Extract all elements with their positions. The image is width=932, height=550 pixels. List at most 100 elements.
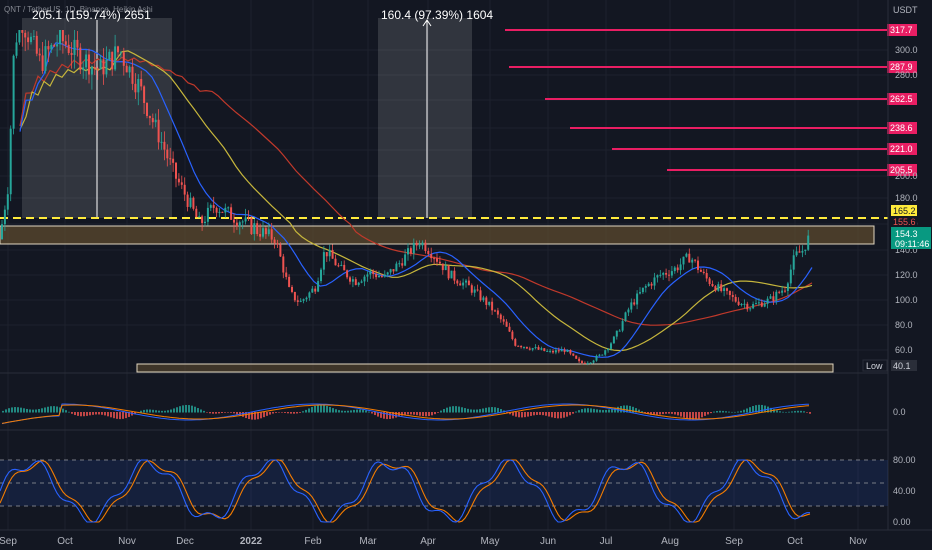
candle-body	[259, 234, 262, 237]
macd-histogram-bar	[761, 404, 763, 413]
candle-body	[772, 296, 775, 301]
candle-body	[647, 283, 650, 287]
candle-body	[73, 39, 76, 55]
candle-body	[499, 314, 502, 320]
candle-body	[470, 285, 473, 293]
candle-body	[151, 118, 154, 123]
candle-body	[369, 270, 372, 275]
candle-body	[267, 229, 270, 235]
macd-histogram-bar	[179, 406, 181, 413]
candle-body	[233, 219, 235, 223]
candle-body	[673, 267, 676, 272]
macd-histogram-bar	[677, 412, 679, 416]
macd-histogram-bar	[227, 412, 229, 413]
candle-body	[166, 149, 169, 159]
macd-histogram-bar	[23, 408, 25, 413]
candle-body	[601, 354, 604, 356]
candle-body	[299, 300, 302, 302]
macd-histogram-bar	[791, 411, 793, 413]
macd-histogram-bar	[185, 404, 187, 413]
macd-histogram-bar	[578, 410, 580, 413]
macd-histogram-bar	[806, 412, 808, 413]
ma-mid-line	[19, 50, 813, 352]
time-axis-label: Apr	[420, 536, 436, 547]
target-badge	[887, 143, 917, 155]
candle-body	[325, 252, 328, 257]
candle-body	[180, 182, 183, 185]
candle-body	[740, 303, 743, 305]
macd-histogram-bar	[224, 412, 226, 413]
candle-body	[235, 222, 238, 227]
ma-slow-line	[19, 56, 813, 326]
macd-histogram-bar	[443, 409, 445, 413]
macd-histogram-bar	[494, 407, 496, 413]
macd-histogram-bar	[170, 409, 172, 413]
time-axis-label: Jun	[540, 536, 556, 547]
macd-histogram-bar	[266, 412, 268, 416]
candle-body	[610, 343, 612, 349]
macd-histogram-bar	[482, 408, 484, 413]
macd-histogram-bar	[530, 412, 532, 416]
candle-body	[644, 286, 647, 288]
macd-histogram-bar	[536, 412, 538, 415]
candle-body	[108, 51, 111, 60]
macd-histogram-bar	[707, 412, 709, 415]
macd-histogram-bar	[545, 412, 547, 416]
candle-body	[572, 353, 575, 356]
macd-histogram-bar	[560, 412, 562, 419]
macd-histogram-bar	[446, 407, 448, 413]
candle-body	[578, 358, 581, 362]
macd-panel	[1, 403, 811, 425]
candle-body	[209, 205, 212, 208]
candle-body	[624, 312, 627, 322]
macd-histogram-bar	[737, 411, 739, 413]
candle-body	[79, 47, 82, 70]
candle-body	[737, 301, 740, 305]
macd-histogram-bar	[233, 412, 235, 414]
target-badge	[887, 122, 917, 134]
candle-body	[317, 281, 320, 292]
candle-body	[279, 244, 282, 257]
macd-histogram-bar	[359, 409, 361, 413]
candle-body	[122, 52, 125, 66]
candle-body	[273, 239, 276, 244]
candle-body	[447, 265, 450, 279]
macd-histogram-bar	[704, 412, 706, 416]
candle-body	[160, 141, 163, 143]
macd-histogram-bar	[2, 410, 4, 413]
macd-histogram-bar	[425, 412, 427, 417]
macd-histogram-bar	[740, 410, 742, 413]
macd-histogram-bar	[422, 412, 424, 417]
candle-body	[615, 330, 618, 337]
macd-histogram-bar	[689, 412, 691, 420]
macd-histogram-bar	[311, 407, 313, 413]
macd-histogram-bar	[152, 409, 154, 413]
measure-label-1: 205.1 (159.74%) 2651	[32, 8, 151, 22]
candle-body	[670, 271, 673, 276]
candle-body	[38, 53, 41, 56]
macd-histogram-bar	[794, 411, 796, 413]
candle-body	[337, 265, 340, 267]
macd-histogram-bar	[389, 412, 391, 419]
low-value: 40.1	[893, 361, 911, 371]
stoch-tick-80: 80.00	[893, 455, 916, 465]
macd-histogram-bar	[191, 405, 193, 413]
target-label: 317.7	[890, 25, 913, 35]
macd-histogram-bar	[506, 412, 508, 413]
grid-lines	[0, 0, 888, 530]
macd-histogram-bar	[626, 405, 628, 413]
candle-body	[30, 36, 32, 43]
macd-histogram-bar	[365, 410, 367, 413]
macd-histogram-bar	[701, 412, 703, 418]
macd-histogram-bar	[527, 412, 529, 417]
candle-body	[543, 348, 546, 352]
macd-histogram-bar	[749, 407, 751, 413]
candle-body	[360, 281, 363, 283]
macd-histogram-bar	[338, 410, 340, 413]
candle-body	[482, 297, 485, 301]
candle-body	[230, 207, 233, 220]
macd-histogram-bar	[470, 409, 472, 413]
target-badge	[887, 24, 917, 36]
macd-histogram-bar	[656, 412, 658, 415]
